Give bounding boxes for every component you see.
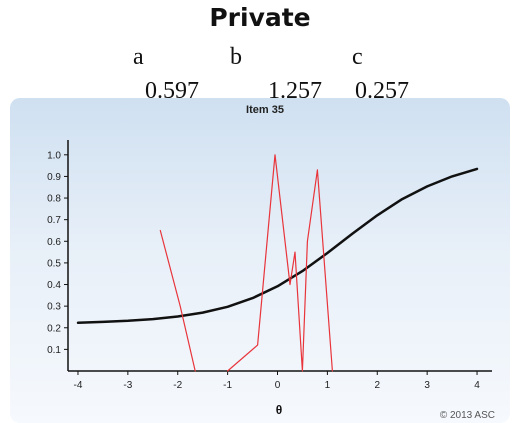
y-tick-label: 0.7 <box>47 215 61 226</box>
x-tick-label: -2 <box>173 380 182 391</box>
x-tick-label: 2 <box>374 380 380 391</box>
chart-title: Item 35 <box>246 104 284 116</box>
x-axis-label: θ <box>276 403 283 417</box>
y-tick-label: 0.1 <box>47 345 61 356</box>
x-tick-label: 3 <box>424 380 430 391</box>
observed-line-2 <box>227 154 333 372</box>
y-axis: 0.1 0.2 0.3 0.4 0.5 0.6 0.7 0.8 0.9 1.0 <box>47 140 69 371</box>
y-tick-label: 0.4 <box>47 280 61 291</box>
param-c-label: c <box>352 44 363 70</box>
param-a-label: a <box>133 44 144 70</box>
chart-panel <box>10 98 510 423</box>
x-tick-label: 0 <box>275 380 281 391</box>
x-tick-label: 4 <box>474 380 480 391</box>
y-tick-label: 0.3 <box>47 302 61 313</box>
model-icc-curve <box>76 167 479 325</box>
y-tick-label: 0.6 <box>47 237 61 248</box>
y-tick-label: 0.9 <box>47 172 61 183</box>
page-title: Private <box>209 3 311 32</box>
x-tick-label: -4 <box>74 380 83 391</box>
param-b-label: b <box>230 44 242 70</box>
copyright-text: © 2013 ASC <box>440 410 495 421</box>
y-tick-label: 0.5 <box>47 258 61 269</box>
y-tick-label: 1.0 <box>47 150 61 161</box>
y-tick-label: 0.2 <box>47 323 61 334</box>
x-tick-label: 1 <box>325 380 331 391</box>
y-tick-label: 0.8 <box>47 194 61 205</box>
x-axis: -4 -3 -2 -1 0 1 2 3 4 <box>68 370 492 391</box>
x-tick-label: -1 <box>223 380 232 391</box>
x-tick-label: -3 <box>123 380 132 391</box>
series-layer <box>76 154 479 372</box>
observed-line-1 <box>159 229 196 372</box>
